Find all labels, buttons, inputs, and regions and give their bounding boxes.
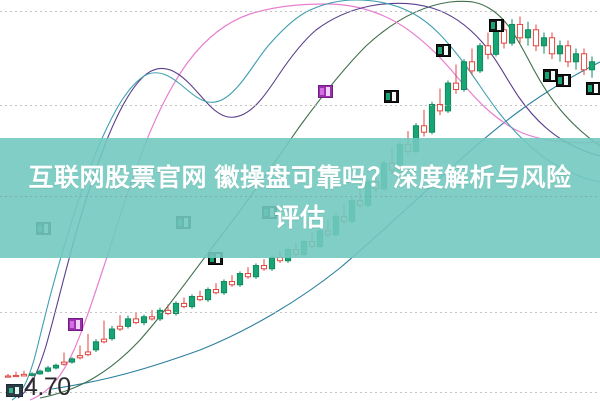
candle-body-down [276,257,284,262]
candle-body-down [180,302,188,308]
candle-body-up [588,61,596,71]
candle-body-up [540,37,548,47]
candle-body-down [468,61,476,72]
price-label-value: 4.70 [24,373,71,401]
candle-body-down [84,351,92,356]
candle-body-up [140,316,148,324]
candle-body-down [76,355,84,359]
candle-body-down [244,273,252,278]
candle-body-up [508,23,516,44]
chart-annotation-badge[interactable] [384,90,399,103]
candle-body-down [500,29,508,44]
candle-body-up [52,364,60,369]
candle-body-up [556,45,564,55]
chart-annotation-badge[interactable] [556,74,571,87]
chart-annotation-badge[interactable] [318,85,333,98]
candle-body-up [444,82,452,112]
candle-body-up [524,29,532,39]
chart-annotation-badge[interactable] [436,44,451,57]
chart-annotation-badge[interactable] [489,19,504,32]
candle-body-up [28,373,36,376]
chart-annotation-badge[interactable] [68,318,83,331]
price-label: 4.70 [6,375,71,400]
candle-body-up [220,281,228,294]
candlestick-marker-icon [6,384,23,397]
candle-body-up [68,358,76,363]
chart-annotation-badge[interactable] [586,82,600,95]
candle-body-down [436,103,444,112]
candle-body-up [460,61,468,91]
candle-body-up [236,273,244,286]
candle-body-down [196,295,204,301]
candle-body-down [228,281,236,286]
candle-body-up [572,53,580,63]
candle-body-down [452,82,460,91]
candle-body-up [252,265,260,278]
title-banner: 互联网股票官网 徽操盘可靠吗？深度解析与风险评估 [0,138,600,258]
candle-body-up [204,289,212,301]
candle-body-down [564,45,572,63]
candle-body-up [476,45,484,72]
candle-body-down [100,338,108,343]
candle-body-down [164,309,172,315]
candle-body-up [156,309,164,320]
candle-body-down [212,289,220,294]
candle-body-down [548,37,556,55]
candle-body-up [44,367,52,372]
candle-body-up [36,370,44,375]
candle-body-down [148,316,156,320]
candle-body-down [60,361,68,365]
candle-body-up [268,257,276,270]
candle-body-up [108,328,116,340]
page-title: 互联网股票官网 徽操盘可靠吗？深度解析与风险评估 [28,164,572,232]
candle-body-down [4,375,12,378]
candle-body-down [20,373,28,377]
candle-body-up [124,318,132,327]
candle-body-up [428,103,436,133]
candle-body-up [492,29,500,55]
candle-body-up [172,302,180,315]
candle-body-up [92,341,100,351]
candle-body-down [132,318,140,324]
candle-body-up [188,295,196,308]
candle-body-down [484,45,492,55]
candle-body-down [580,53,588,71]
candle-body-down [116,325,124,330]
candle-body-down [260,265,268,270]
candle-body-down [532,29,540,47]
ma-line-ma20 [29,3,600,401]
candle-body-down [420,125,428,133]
candle-body-down [12,374,20,378]
candle-body-down [516,23,524,39]
ma-line-ma120 [51,61,600,390]
